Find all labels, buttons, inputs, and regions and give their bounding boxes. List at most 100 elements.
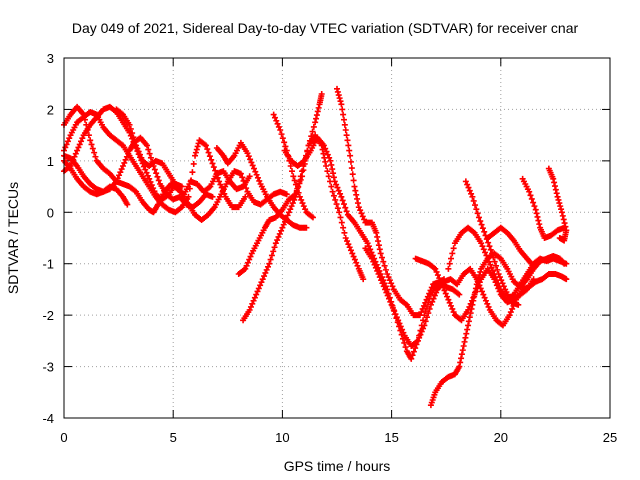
series-track-5 xyxy=(61,157,131,208)
data-point xyxy=(419,305,426,312)
data-point xyxy=(74,147,81,154)
data-point xyxy=(351,183,358,190)
data-point xyxy=(370,258,377,265)
data-point xyxy=(66,135,73,142)
data-point xyxy=(339,197,346,204)
data-point xyxy=(445,296,452,303)
data-point xyxy=(355,204,362,211)
y-tick-label: 2 xyxy=(47,102,54,117)
data-point xyxy=(469,301,476,308)
data-point xyxy=(389,283,396,290)
data-point xyxy=(318,91,325,97)
data-point xyxy=(448,302,455,309)
data-point xyxy=(462,334,469,341)
data-point xyxy=(131,138,138,145)
data-point xyxy=(473,281,480,288)
data-point xyxy=(247,253,254,260)
data-point xyxy=(326,154,333,161)
data-point xyxy=(437,278,444,285)
data-point xyxy=(376,246,383,253)
data-point xyxy=(396,320,403,327)
data-point xyxy=(328,161,335,168)
series-track-16 xyxy=(445,224,570,303)
data-point xyxy=(389,304,396,311)
series-track-8 xyxy=(235,91,325,277)
data-point xyxy=(417,331,424,338)
data-point xyxy=(334,205,341,212)
data-point xyxy=(339,106,346,113)
data-point xyxy=(423,296,430,303)
data-point xyxy=(268,252,275,259)
data-point xyxy=(385,295,392,302)
data-point xyxy=(142,166,149,173)
x-tick-label: 5 xyxy=(170,430,177,445)
data-point xyxy=(470,297,477,304)
data-point xyxy=(342,204,349,211)
data-point xyxy=(323,163,330,169)
data-point xyxy=(345,142,352,149)
data-point xyxy=(273,117,280,124)
data-point xyxy=(387,298,394,305)
data-point xyxy=(337,190,344,197)
y-tick-label: -2 xyxy=(42,308,54,323)
data-point xyxy=(527,259,534,266)
data-point xyxy=(137,151,144,158)
data-point xyxy=(143,142,150,149)
data-point xyxy=(446,260,453,267)
data-point xyxy=(192,149,199,156)
data-point xyxy=(482,249,489,256)
data-point xyxy=(382,286,389,293)
data-point xyxy=(178,183,185,190)
data-point xyxy=(242,193,249,200)
data-point xyxy=(359,213,366,220)
data-point xyxy=(204,146,211,153)
data-point xyxy=(334,184,341,191)
x-tick-label: 10 xyxy=(275,430,289,445)
data-point xyxy=(206,153,213,160)
plot-frame xyxy=(63,57,611,419)
data-point xyxy=(331,178,338,185)
data-point xyxy=(344,238,351,245)
data-point xyxy=(253,291,260,298)
data-point xyxy=(423,314,430,321)
data-point xyxy=(432,265,439,272)
data-point xyxy=(213,171,220,178)
data-point xyxy=(499,280,506,287)
y-tick-label: -1 xyxy=(42,257,54,272)
data-point xyxy=(414,337,421,344)
data-point xyxy=(563,276,570,283)
data-point xyxy=(126,121,133,128)
data-point xyxy=(252,168,259,175)
data-point xyxy=(386,277,393,284)
data-point xyxy=(388,301,395,308)
data-point xyxy=(288,203,295,210)
data-point xyxy=(436,275,443,282)
data-point xyxy=(402,344,409,351)
data-point xyxy=(303,224,310,231)
data-point xyxy=(550,175,557,182)
data-point xyxy=(557,203,564,210)
series-track-17 xyxy=(462,178,522,308)
data-point xyxy=(254,174,261,181)
data-point xyxy=(119,163,126,169)
data-point xyxy=(135,148,142,155)
data-point xyxy=(392,311,399,318)
data-point xyxy=(462,178,469,185)
data-point xyxy=(281,139,288,146)
data-point xyxy=(433,268,440,275)
data-point xyxy=(314,108,321,115)
data-point xyxy=(244,259,251,266)
data-point xyxy=(335,92,342,99)
data-point xyxy=(255,285,262,292)
data-point xyxy=(412,345,419,352)
data-point xyxy=(460,343,467,349)
data-point xyxy=(275,123,282,130)
data-point xyxy=(333,181,340,188)
data-point xyxy=(489,250,496,257)
data-point xyxy=(313,115,320,122)
data-point xyxy=(258,279,265,286)
data-point xyxy=(214,174,221,181)
data-point xyxy=(271,244,278,251)
data-point xyxy=(186,185,193,192)
y-tick-label: 0 xyxy=(47,205,54,220)
